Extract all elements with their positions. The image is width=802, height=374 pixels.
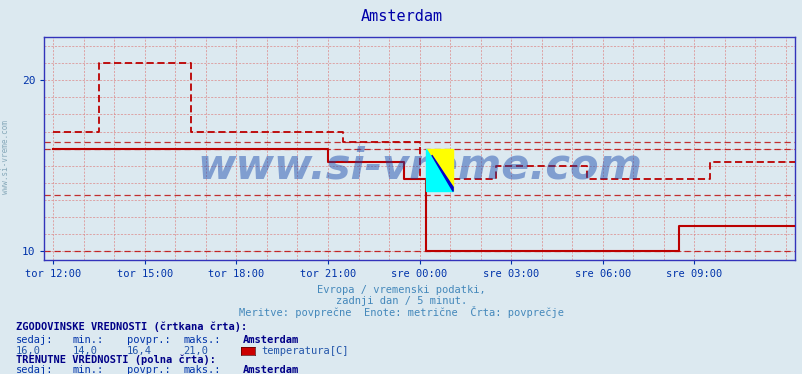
Text: 16,0: 16,0: [16, 346, 41, 356]
Text: sedaj:: sedaj:: [16, 365, 54, 374]
Text: Amsterdam: Amsterdam: [242, 335, 298, 344]
Text: min.:: min.:: [72, 365, 103, 374]
Text: maks.:: maks.:: [183, 365, 221, 374]
Text: 14,0: 14,0: [72, 346, 97, 356]
Text: sedaj:: sedaj:: [16, 335, 54, 344]
Text: www.si-vreme.com: www.si-vreme.com: [196, 145, 642, 187]
Text: povpr.:: povpr.:: [127, 365, 170, 374]
Text: min.:: min.:: [72, 335, 103, 344]
Text: temperatura[C]: temperatura[C]: [261, 346, 349, 356]
Text: TRENUTNE VREDNOSTI (polna črta):: TRENUTNE VREDNOSTI (polna črta):: [16, 355, 216, 365]
Text: www.si-vreme.com: www.si-vreme.com: [1, 120, 10, 194]
Text: ZGODOVINSKE VREDNOSTI (črtkana črta):: ZGODOVINSKE VREDNOSTI (črtkana črta):: [16, 322, 247, 332]
Text: Meritve: povprečne  Enote: metrične  Črta: povprečje: Meritve: povprečne Enote: metrične Črta:…: [239, 306, 563, 318]
Text: maks.:: maks.:: [183, 335, 221, 344]
Polygon shape: [425, 149, 452, 191]
Polygon shape: [431, 155, 452, 191]
Polygon shape: [425, 149, 452, 191]
Text: povpr.:: povpr.:: [127, 335, 170, 344]
Text: Amsterdam: Amsterdam: [360, 9, 442, 24]
Text: zadnji dan / 5 minut.: zadnji dan / 5 minut.: [335, 296, 467, 306]
Text: Evropa / vremenski podatki,: Evropa / vremenski podatki,: [317, 285, 485, 295]
Text: 21,0: 21,0: [183, 346, 208, 356]
Text: 16,4: 16,4: [127, 346, 152, 356]
Text: Amsterdam: Amsterdam: [242, 365, 298, 374]
